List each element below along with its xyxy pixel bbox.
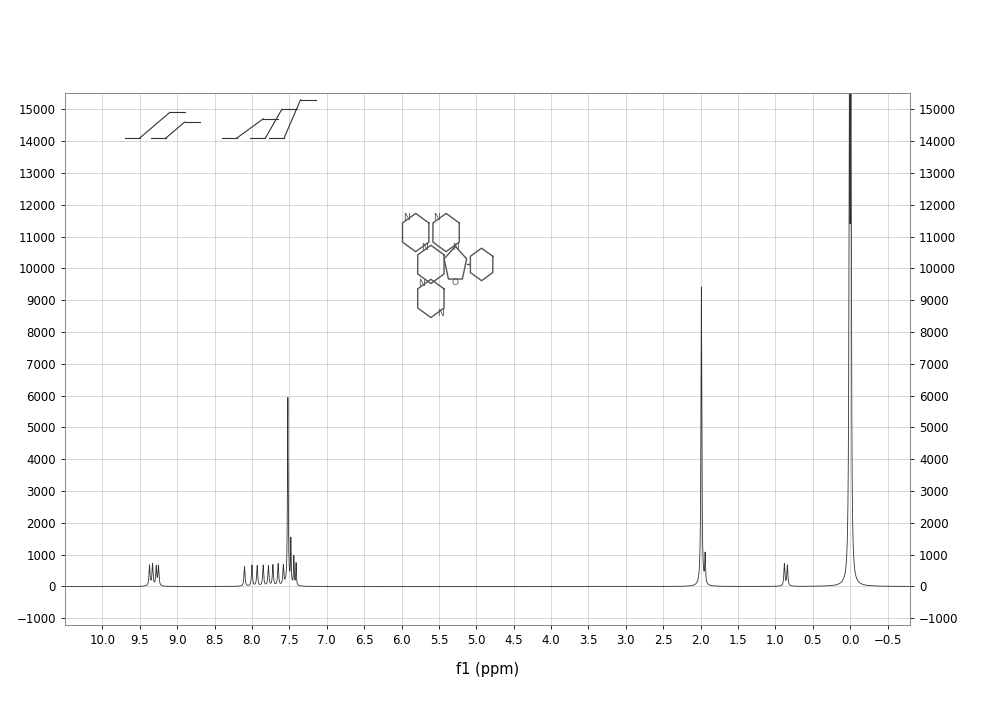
X-axis label: f1 (ppm): f1 (ppm) xyxy=(456,662,519,677)
